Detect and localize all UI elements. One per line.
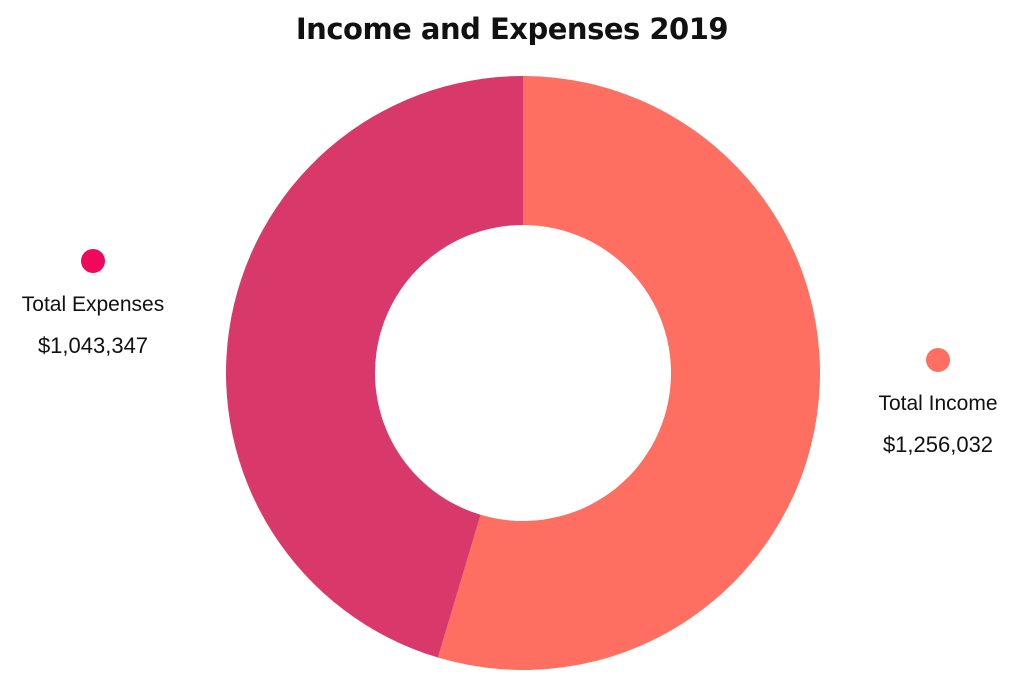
legend-dot-income xyxy=(926,348,950,372)
legend-dot-expenses xyxy=(81,249,105,273)
legend-item-expenses: Total Expenses $1,043,347 xyxy=(0,249,188,359)
slice-income xyxy=(437,76,821,670)
legend-label-expenses: Total Expenses xyxy=(21,293,165,316)
data-label-income: $1,256,032 xyxy=(882,432,994,457)
legend-item-income: Total Income $1,256,032 xyxy=(843,348,1024,458)
legend-label-income: Total Income xyxy=(878,392,998,415)
slice-expenses xyxy=(226,76,523,658)
chart-title: Income and Expenses 2019 xyxy=(295,12,729,46)
data-label-expenses: $1,043,347 xyxy=(37,333,149,358)
